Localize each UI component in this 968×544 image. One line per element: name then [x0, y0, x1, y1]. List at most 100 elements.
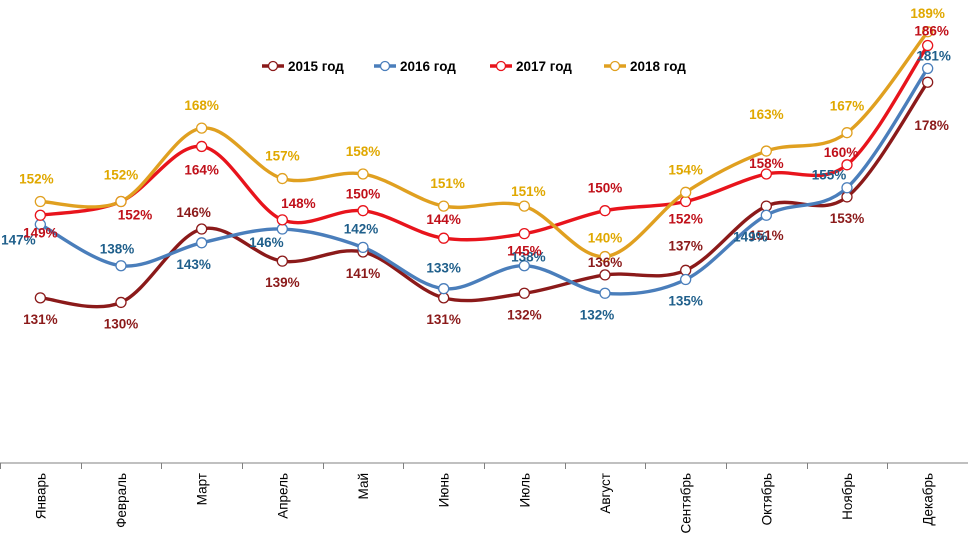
data-label: 152%: [668, 212, 703, 227]
legend-item: 2015 год: [262, 59, 344, 74]
data-point: [841, 127, 853, 139]
data-point: [34, 209, 46, 221]
data-label: 146%: [176, 205, 211, 220]
data-label: 136%: [588, 255, 623, 270]
data-point: [922, 62, 934, 75]
x-tick-label: Февраль: [114, 473, 129, 528]
data-label: 130%: [104, 316, 139, 331]
legend-label: 2018 год: [630, 59, 686, 74]
data-label: 142%: [344, 221, 379, 236]
series-lines: [38, 30, 930, 309]
data-label: 144%: [426, 212, 461, 227]
x-tick-label: Январь: [33, 473, 48, 519]
data-point: [599, 205, 611, 217]
x-tick-label: Июль: [517, 473, 532, 507]
data-label: 149%: [733, 229, 768, 244]
data-label: 168%: [184, 98, 219, 113]
series-line-2: [38, 43, 930, 242]
data-label: 151%: [430, 176, 465, 191]
x-tick-label: Август: [598, 473, 613, 514]
data-label: 146%: [249, 235, 284, 250]
data-point: [760, 200, 772, 212]
data-label: 154%: [668, 162, 703, 177]
data-label: 131%: [426, 312, 461, 327]
x-tick-label: Июнь: [437, 473, 452, 507]
data-point: [196, 237, 208, 249]
data-label: 164%: [184, 162, 219, 177]
data-label: 152%: [19, 172, 54, 187]
data-label: 153%: [830, 211, 865, 226]
data-point: [357, 241, 369, 254]
data-point: [680, 264, 692, 276]
legend-item: 2018 год: [604, 59, 686, 74]
data-label: 133%: [426, 261, 461, 276]
data-label: 138%: [100, 242, 135, 257]
x-tick-label: Ноябрь: [840, 473, 855, 520]
data-point: [34, 292, 46, 304]
x-tick-label: Апрель: [275, 473, 290, 519]
data-point: [34, 195, 46, 208]
data-point: [276, 223, 288, 235]
series-points: [34, 26, 934, 309]
data-point: [518, 227, 530, 240]
legend-swatch-marker: [609, 60, 621, 72]
data-point: [518, 287, 530, 299]
data-label: 151%: [511, 184, 546, 199]
legend-item: 2016 год: [374, 59, 456, 74]
data-label: 141%: [346, 266, 381, 281]
data-label: 138%: [511, 250, 546, 265]
data-label: 131%: [23, 312, 58, 327]
data-label: 157%: [265, 149, 300, 164]
data-label: 152%: [104, 168, 139, 183]
x-tick-label: Март: [195, 473, 210, 505]
x-tick-label: Октябрь: [759, 473, 774, 525]
data-label: 137%: [668, 238, 703, 253]
data-label: 132%: [507, 307, 542, 322]
data-point: [599, 269, 611, 281]
x-tick-label: Сентябрь: [679, 473, 694, 533]
data-point: [760, 145, 772, 157]
data-labels: 131% 130% 146% 139% 141% 131% 132% 136% 137% 151%…: [1, 6, 951, 332]
data-point: [276, 255, 288, 267]
data-label: 186%: [914, 24, 949, 39]
data-point: [518, 260, 530, 272]
data-point: [115, 195, 127, 208]
data-point: [599, 250, 611, 263]
series-line-0: [38, 80, 930, 309]
legend-label: 2017 год: [516, 59, 572, 74]
data-label: 158%: [749, 156, 784, 171]
data-point: [841, 191, 853, 203]
data-label: 189%: [910, 6, 945, 21]
legend: 2015 год 2016 год 2017 год 2018 год: [262, 59, 686, 74]
series-line-3: [38, 30, 930, 259]
data-label: 167%: [830, 99, 865, 114]
series-line-1: [38, 66, 930, 296]
x-tick-label: Май: [356, 473, 371, 499]
legend-swatch-marker: [495, 60, 507, 72]
data-label: 147%: [1, 232, 36, 247]
data-label: 160%: [824, 145, 859, 160]
legend-label: 2016 год: [400, 59, 456, 74]
data-point: [518, 200, 530, 212]
data-label: 152%: [118, 208, 153, 223]
data-point: [196, 140, 208, 153]
data-label: 139%: [265, 275, 300, 290]
data-point: [276, 214, 288, 226]
data-point: [841, 159, 853, 171]
data-point: [196, 223, 208, 235]
data-point: [922, 76, 934, 88]
x-tick-label: Декабрь: [921, 473, 936, 526]
data-point: [438, 232, 450, 244]
x-axis: Январь Февраль Март Апрель Май Июнь Июль Август…: [0, 462, 968, 533]
data-label: 181%: [916, 48, 951, 63]
data-label: 178%: [914, 118, 949, 133]
data-label: 150%: [588, 181, 623, 196]
data-label: 151%: [749, 228, 784, 243]
data-point: [196, 122, 208, 134]
data-point: [680, 195, 692, 208]
data-point: [357, 205, 369, 217]
data-point: [438, 200, 450, 212]
data-label: 140%: [588, 231, 623, 246]
data-point: [599, 287, 611, 299]
